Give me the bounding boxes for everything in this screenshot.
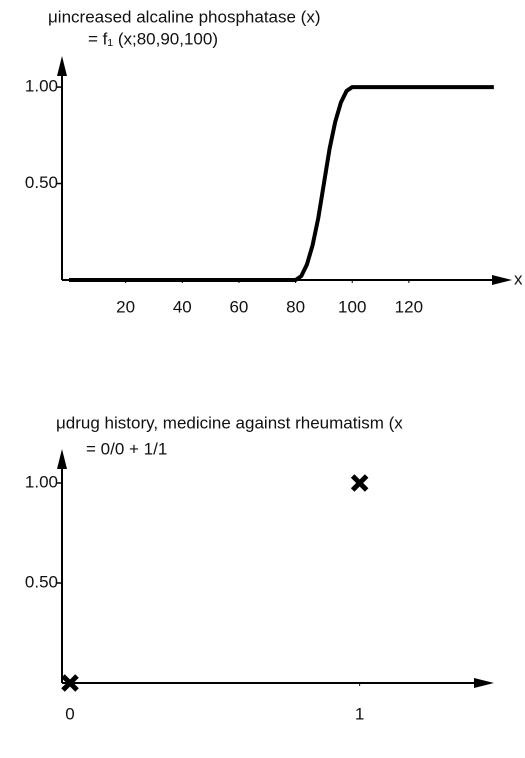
- x-tick-label: 80: [286, 297, 305, 316]
- x-tick-label: 20: [116, 297, 135, 316]
- marker: [61, 674, 79, 692]
- x-axis-arrow: [492, 275, 512, 285]
- chart-subtitle: = 0/0 + 1/1: [86, 439, 167, 458]
- y-tick-label: 0.50: [25, 173, 58, 192]
- marker: [350, 474, 369, 492]
- x-tick-label: 0: [65, 704, 74, 723]
- chart-subtitle: = f₁ (x;80,90,100): [88, 29, 218, 48]
- x-tick-label: 1: [355, 704, 364, 723]
- x-axis-arrow: [474, 678, 494, 688]
- y-tick-label: 1.00: [25, 77, 58, 96]
- y-axis-arrow: [57, 449, 67, 469]
- x-axis-label: x: [514, 269, 523, 288]
- x-tick-label: 40: [173, 297, 192, 316]
- y-axis-arrow: [57, 56, 67, 76]
- curve: [69, 85, 494, 282]
- chart-title: μincreased alcaline phosphatase (x): [48, 7, 321, 26]
- x-tick-label: 60: [229, 297, 248, 316]
- chart-title: μdrug history, medicine against rheumati…: [56, 413, 403, 432]
- y-tick-label: 1.00: [25, 472, 58, 491]
- x-tick-label: 120: [395, 297, 423, 316]
- x-tick-label: 100: [338, 297, 366, 316]
- y-tick-label: 0.50: [25, 572, 58, 591]
